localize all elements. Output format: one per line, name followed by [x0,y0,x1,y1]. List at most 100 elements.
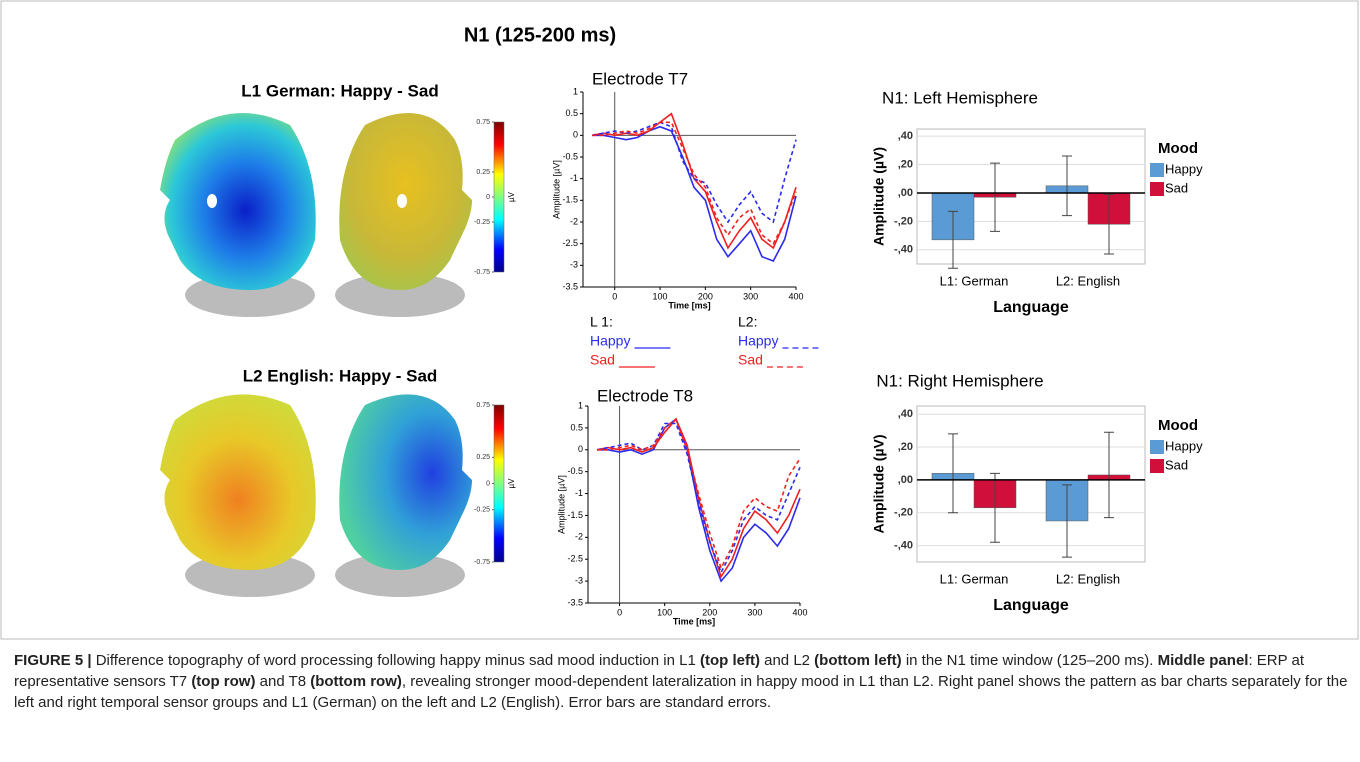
legend-title: Mood [1158,140,1198,157]
y-tick-label: ,20 [898,441,913,453]
colorbar-label: µV [507,191,516,202]
y-tick-label: -2 [570,216,578,226]
erp-line [597,417,801,583]
caption-text: in the N1 time window (125–200 ms). [901,652,1158,669]
panel-title: L2 English: Happy - Sad [243,366,438,385]
y-tick-label: 0 [578,444,583,454]
colorbar [493,404,505,563]
caption: FIGURE 5 | Difference topography of word… [14,650,1349,713]
colorbar-tick-label: 0.75 [476,119,490,126]
y-tick-label: -3 [570,260,578,270]
error-bar [990,162,1000,232]
caption-text: (bottom left) [814,652,902,669]
caption-text: Difference topography of word processing… [91,652,700,669]
caption-text: and T8 [255,673,311,690]
colorbar-tick-label: -0.25 [474,219,490,226]
x-axis-label: Language [993,299,1069,316]
x-tick-label: 400 [788,291,803,301]
caption-text: FIGURE 5 | [14,652,92,669]
legend-label: Sad [738,352,763,368]
legend-group: L 1: [590,314,613,330]
colorbar-tick-label: -0.75 [474,269,490,276]
y-tick-label: -1 [575,488,583,498]
error-bar [1104,431,1114,519]
caption-text: Middle panel [1157,652,1249,669]
legend-label: Sad [1165,180,1188,195]
panel-title: N1: Left Hemisphere [882,88,1038,107]
colorbar-tick-label: -0.25 [474,507,490,514]
error-bar [948,433,958,514]
legend-swatch [1150,440,1164,454]
head-l1-left [160,113,316,317]
colorbar-tick-label: 0.75 [476,402,490,409]
x-tick-label: L2: English [1056,571,1120,586]
panel-title: Electrode T7 [592,69,688,88]
erp-line [591,121,797,224]
erp-line [596,417,801,579]
y-tick-label: ,00 [898,474,913,486]
colorbar-tick-label: 0.25 [476,169,490,176]
caption-text: (top row) [191,673,256,690]
y-tick-label: -1 [570,173,578,183]
caption-text: , revealing stronger mood-dependent late… [14,673,1352,711]
y-tick-label: ,40 [898,408,913,420]
x-tick-label: 100 [653,291,668,301]
y-tick-label: -0.5 [567,466,583,476]
y-tick-label: -1.5 [562,195,578,205]
x-axis-label: Time [ms] [673,616,715,626]
colorbar-tick-label: 0 [486,194,490,201]
y-tick-label: ,00 [898,187,913,199]
y-axis-label: Amplitude (µV) [871,147,887,246]
y-tick-label: 1 [573,86,578,96]
legend-label: Sad [1165,457,1188,472]
x-axis-label: Language [993,597,1069,614]
figure-title: N1 (125-200 ms) [464,24,616,46]
erp-line [592,125,797,262]
panel-title: L1 German: Happy - Sad [241,81,438,100]
panel-title: N1: Right Hemisphere [876,371,1043,390]
figure-frame [0,0,1359,640]
y-tick-label: -2.5 [567,554,583,564]
y-tick-label: 0.5 [565,108,578,118]
legend-label: Sad [590,352,615,368]
legend-swatch [1150,182,1164,196]
x-tick-label: 300 [743,291,758,301]
y-tick-label: 1 [578,400,583,410]
legend-swatch [1150,459,1164,473]
legend-label: Happy [738,333,778,349]
erp-line [591,112,797,250]
y-tick-label: -2.5 [562,238,578,248]
error-bar [1062,155,1072,217]
panel-title: Electrode T8 [597,386,693,405]
legend-swatch [1150,163,1164,177]
error-bar [1062,484,1072,558]
y-axis-label: Amplitude (µV) [871,434,887,533]
legend-label: Happy [590,333,630,349]
colorbar-tick-label: -0.75 [474,559,490,566]
x-axis-label: Time [ms] [668,300,710,310]
y-tick-label: -1.5 [567,510,583,520]
x-tick-label: L2: English [1056,273,1120,288]
legend-group: L2: [738,314,757,330]
head-l2-left [160,394,316,597]
legend-label: Happy [1165,438,1203,453]
legend-label: Happy [1165,161,1203,176]
y-tick-label: -,40 [894,244,913,256]
x-tick-label: 0 [612,291,617,301]
error-bar [990,472,1000,543]
legend-title: Mood [1158,417,1198,434]
x-tick-label: 100 [657,607,672,617]
x-tick-label: L1: German [940,571,1009,586]
erp-line [597,417,801,571]
error-bar [1104,193,1114,255]
plot-frame [916,405,1146,563]
y-tick-label: -3 [575,575,583,585]
caption-text: (bottom row) [310,673,402,690]
y-tick-label: 0.5 [570,422,583,432]
y-tick-label: ,40 [898,130,913,142]
x-tick-label: 0 [617,607,622,617]
colorbar-tick-label: 0 [486,480,490,487]
head-l2-right [335,394,472,597]
y-tick-label: -3.5 [567,597,583,607]
